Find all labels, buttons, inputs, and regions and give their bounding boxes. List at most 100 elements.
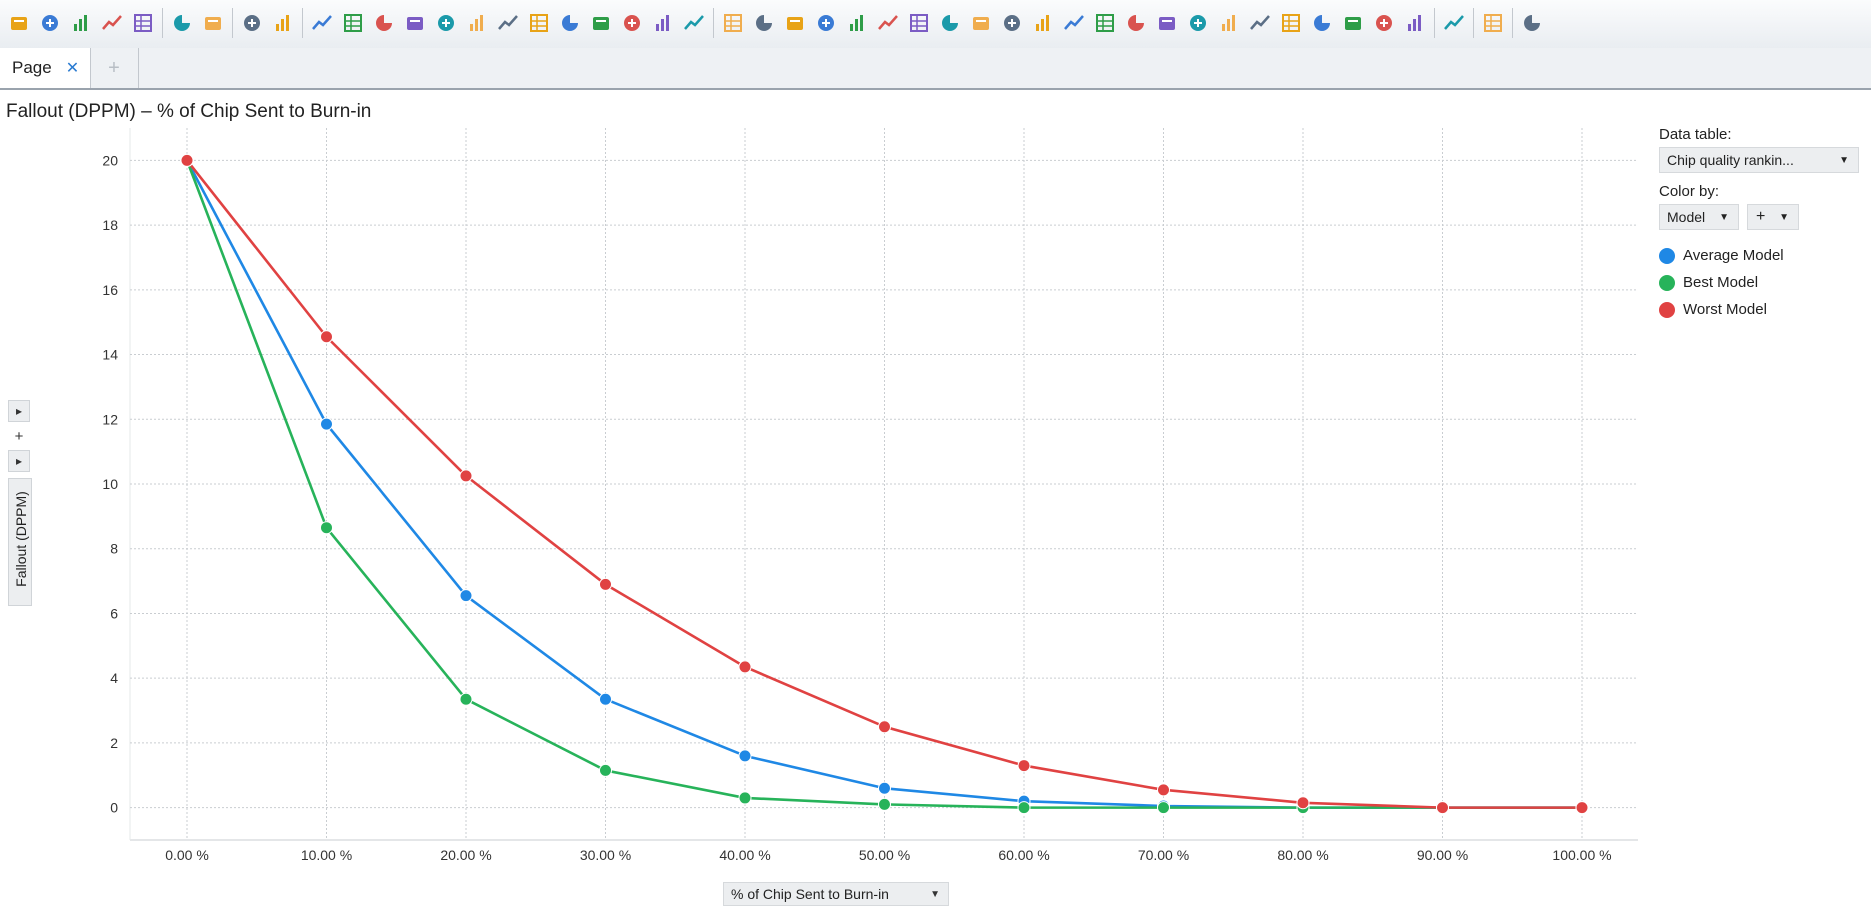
insight-icon[interactable] <box>720 10 746 36</box>
chevron-down-icon: ▼ <box>1839 154 1849 166</box>
x-tick-label: 60.00 % <box>998 847 1049 863</box>
color-by-dropdown[interactable]: Model ▼ <box>1659 204 1739 230</box>
tag-icon[interactable] <box>433 10 459 36</box>
summary-table-icon[interactable] <box>1154 10 1180 36</box>
export-icon[interactable] <box>1519 10 1545 36</box>
paste-icon[interactable] <box>200 10 226 36</box>
cluster-icon[interactable] <box>1371 10 1397 36</box>
data-table-value: Chip quality rankin... <box>1667 152 1794 168</box>
palette-icon[interactable] <box>1402 10 1428 36</box>
open-folder-icon[interactable] <box>6 10 32 36</box>
chevron-down-icon: ▼ <box>930 888 940 900</box>
marking-icon[interactable] <box>371 10 397 36</box>
combo-chart-icon[interactable] <box>937 10 963 36</box>
data-point-average-model <box>738 749 752 763</box>
data-point-worst-model <box>320 330 333 344</box>
data-point-best-model <box>320 521 333 535</box>
contrast-icon[interactable] <box>650 10 676 36</box>
y-axis-collapse-button[interactable]: ▸ <box>8 450 30 472</box>
new-visual-icon[interactable] <box>681 10 707 36</box>
data-point-best-model <box>1017 801 1031 815</box>
network-icon[interactable] <box>1340 10 1366 36</box>
parallel-coordinates-icon[interactable] <box>1185 10 1211 36</box>
data-point-worst-model <box>738 660 752 674</box>
box-plot-icon[interactable] <box>1247 10 1273 36</box>
settings-icon[interactable] <box>1441 10 1467 36</box>
copy-visual-icon[interactable] <box>495 10 521 36</box>
table-icon[interactable] <box>751 10 777 36</box>
x-tick-label: 40.00 % <box>719 847 770 863</box>
data-point-best-model <box>878 797 891 811</box>
add-color-column-button[interactable]: + ▼ <box>1747 204 1799 230</box>
legend-label: Worst Model <box>1683 301 1767 318</box>
legend-label: Best Model <box>1683 274 1759 291</box>
save-icon[interactable] <box>99 10 125 36</box>
copy-icon[interactable] <box>169 10 195 36</box>
treemap-icon[interactable] <box>1092 10 1118 36</box>
undo-icon[interactable] <box>239 10 265 36</box>
comment-icon[interactable] <box>619 10 645 36</box>
text-area-icon[interactable] <box>588 10 614 36</box>
export-pdf-icon[interactable] <box>130 10 156 36</box>
legend-item[interactable]: Best Model <box>1659 269 1865 296</box>
y-tick-label: 20 <box>102 152 118 168</box>
data-point-worst-model <box>1017 759 1031 773</box>
color-by-row: Model ▼ + ▼ <box>1659 204 1865 230</box>
x-tick-label: 30.00 % <box>580 847 631 863</box>
y-axis-add-button[interactable]: + <box>14 427 24 445</box>
y-axis-controls: ▸ + ▸ <box>8 400 32 475</box>
toolbar-separator <box>1473 8 1474 38</box>
tab-page[interactable]: Page ✕ <box>0 48 91 88</box>
data-point-worst-model <box>1575 801 1589 815</box>
y-tick-label: 4 <box>110 670 118 686</box>
graphical-table-icon[interactable] <box>813 10 839 36</box>
chevron-down-icon: ▼ <box>1779 211 1789 223</box>
data-table-dropdown[interactable]: Chip quality rankin... ▼ <box>1659 147 1859 173</box>
crosstab-icon[interactable] <box>782 10 808 36</box>
close-icon[interactable]: ✕ <box>65 60 80 77</box>
details-icon[interactable] <box>402 10 428 36</box>
heat-map-icon[interactable] <box>1123 10 1149 36</box>
waterfall-icon[interactable] <box>1278 10 1304 36</box>
y-axis-expand-button[interactable]: ▸ <box>8 400 30 422</box>
toolbar-separator <box>162 8 163 38</box>
data-point-worst-model <box>180 153 194 167</box>
map-chart-icon[interactable] <box>1061 10 1087 36</box>
legend-item[interactable]: Average Model <box>1659 242 1865 269</box>
toolbar-separator <box>232 8 233 38</box>
y-tick-label: 2 <box>110 735 118 751</box>
y-tick-label: 18 <box>102 217 118 233</box>
bar-chart-icon[interactable] <box>844 10 870 36</box>
bookmark-icon[interactable] <box>464 10 490 36</box>
reload-icon[interactable] <box>68 10 94 36</box>
scatter-plot-icon[interactable] <box>999 10 1025 36</box>
data-table-label: Data table: <box>1659 126 1732 143</box>
percent-chart-icon[interactable] <box>1309 10 1335 36</box>
legend-item[interactable]: Worst Model <box>1659 296 1865 323</box>
filter-icon[interactable] <box>340 10 366 36</box>
reset-icon[interactable] <box>309 10 335 36</box>
3d-scatter-icon[interactable] <box>1030 10 1056 36</box>
redo-icon[interactable] <box>270 10 296 36</box>
tab-page-label: Page <box>12 58 52 77</box>
legend-swatch <box>1659 247 1675 264</box>
text-visual-icon[interactable] <box>1480 10 1506 36</box>
http-icon[interactable] <box>526 10 552 36</box>
y-tick-label: 6 <box>110 605 118 621</box>
combination-chart-icon[interactable] <box>875 10 901 36</box>
new-page-button[interactable]: + <box>90 48 139 88</box>
kpi-chart-icon[interactable] <box>1216 10 1242 36</box>
pie-chart-icon[interactable] <box>968 10 994 36</box>
add-data-icon[interactable] <box>37 10 63 36</box>
plus-icon: + <box>1756 208 1766 225</box>
line-chart-icon[interactable] <box>906 10 932 36</box>
x-axis-selector[interactable]: % of Chip Sent to Burn-in ▼ <box>723 882 949 906</box>
data-point-average-model <box>878 781 891 795</box>
y-tick-label: 16 <box>102 282 118 298</box>
y-tick-label: 0 <box>110 800 118 816</box>
data-point-worst-model <box>459 469 473 483</box>
book-icon[interactable] <box>557 10 583 36</box>
y-axis-selector[interactable]: Fallout (DPPM) <box>8 478 32 606</box>
x-tick-label: 50.00 % <box>859 847 910 863</box>
